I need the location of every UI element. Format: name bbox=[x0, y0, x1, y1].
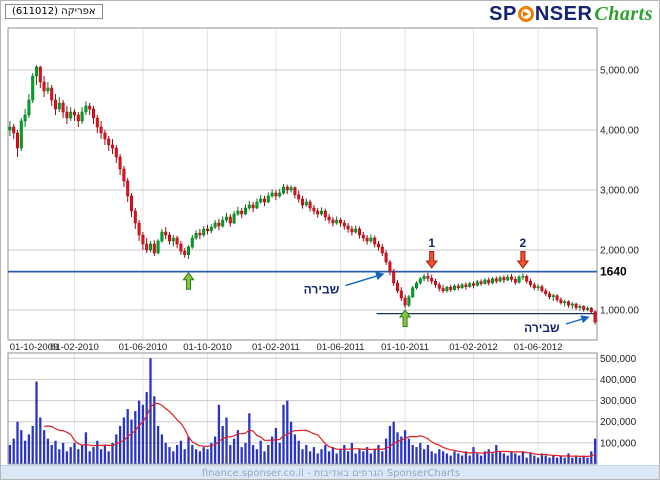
volume-tick-label: 400,000 bbox=[600, 375, 637, 386]
x-axis-label: 01-02-2010 bbox=[50, 342, 99, 353]
price-tick-label: 5,000.00 bbox=[600, 66, 639, 77]
credit-bar: finance.sponser.co.il - הגרפים באדיבות S… bbox=[1, 465, 659, 479]
price-tick-label: 2,000.00 bbox=[600, 246, 639, 257]
volume-tick-label: 500,000 bbox=[600, 354, 637, 365]
price-tick-label: 4,000.00 bbox=[600, 126, 639, 137]
break-pointer-arrow bbox=[345, 272, 385, 287]
x-axis-label: 01-06-2012 bbox=[514, 342, 563, 353]
x-axis-label: 01-10-2009 bbox=[10, 342, 59, 353]
logo-text-nser: NSER bbox=[534, 2, 593, 25]
break-label: שבירה bbox=[304, 283, 340, 297]
x-axis-label: 01-02-2011 bbox=[252, 342, 300, 353]
volume-ma-line bbox=[43, 402, 596, 457]
x-axis-label: 01-10-2011 bbox=[381, 342, 429, 353]
down-arrow-number: 1 bbox=[428, 236, 435, 250]
break-label: שבירה bbox=[524, 321, 560, 335]
volume-tick-label: 200,000 bbox=[600, 417, 637, 428]
down-arrow-icon bbox=[516, 251, 530, 269]
up-arrow-icon bbox=[182, 271, 195, 290]
ticker-label: אפריקה (611012) bbox=[5, 4, 103, 19]
axis-labels: 5,000.00 4,000.00 3,000.00 2,000.00 1,000.00… bbox=[10, 66, 640, 450]
price-panel-frame bbox=[7, 27, 598, 341]
x-axis-label: 01-10-2010 bbox=[183, 342, 232, 353]
credit-text: finance.sponser.co.il - הגרפים באדיבות S… bbox=[201, 468, 461, 479]
break-pointer-arrow bbox=[565, 315, 590, 325]
x-axis-label: 01-02-2012 bbox=[449, 342, 498, 353]
logo-text-sp: SP bbox=[489, 2, 517, 25]
candlesticks bbox=[8, 65, 597, 325]
clock-icon bbox=[517, 6, 534, 22]
support-lines bbox=[8, 270, 597, 315]
volume-panel bbox=[8, 358, 597, 464]
price-volume-chart[interactable]: 5,000.00 4,000.00 3,000.00 2,000.00 1,000.00… bbox=[1, 1, 660, 465]
price-tick-label: 3,000.00 bbox=[600, 186, 639, 197]
volume-panel-frame bbox=[7, 352, 598, 465]
price-tick-label: 1,000.00 bbox=[600, 306, 639, 317]
annotations: 1 2 שבירה שבירה bbox=[182, 236, 590, 335]
gridlines bbox=[7, 27, 598, 465]
x-axis-label: 01-06-2010 bbox=[119, 342, 168, 353]
key-level-label: 1640 bbox=[600, 265, 627, 279]
volume-tick-label: 100,000 bbox=[600, 438, 637, 449]
volume-tick-label: 300,000 bbox=[600, 396, 637, 407]
up-arrow-icon bbox=[398, 309, 412, 327]
down-arrow-icon bbox=[425, 251, 438, 269]
logo-text-charts: Charts bbox=[594, 2, 653, 25]
sponser-logo: SP NSER Charts bbox=[489, 2, 653, 26]
down-arrow-number: 2 bbox=[520, 236, 527, 250]
x-axis-label: 01-06-2011 bbox=[317, 342, 365, 353]
